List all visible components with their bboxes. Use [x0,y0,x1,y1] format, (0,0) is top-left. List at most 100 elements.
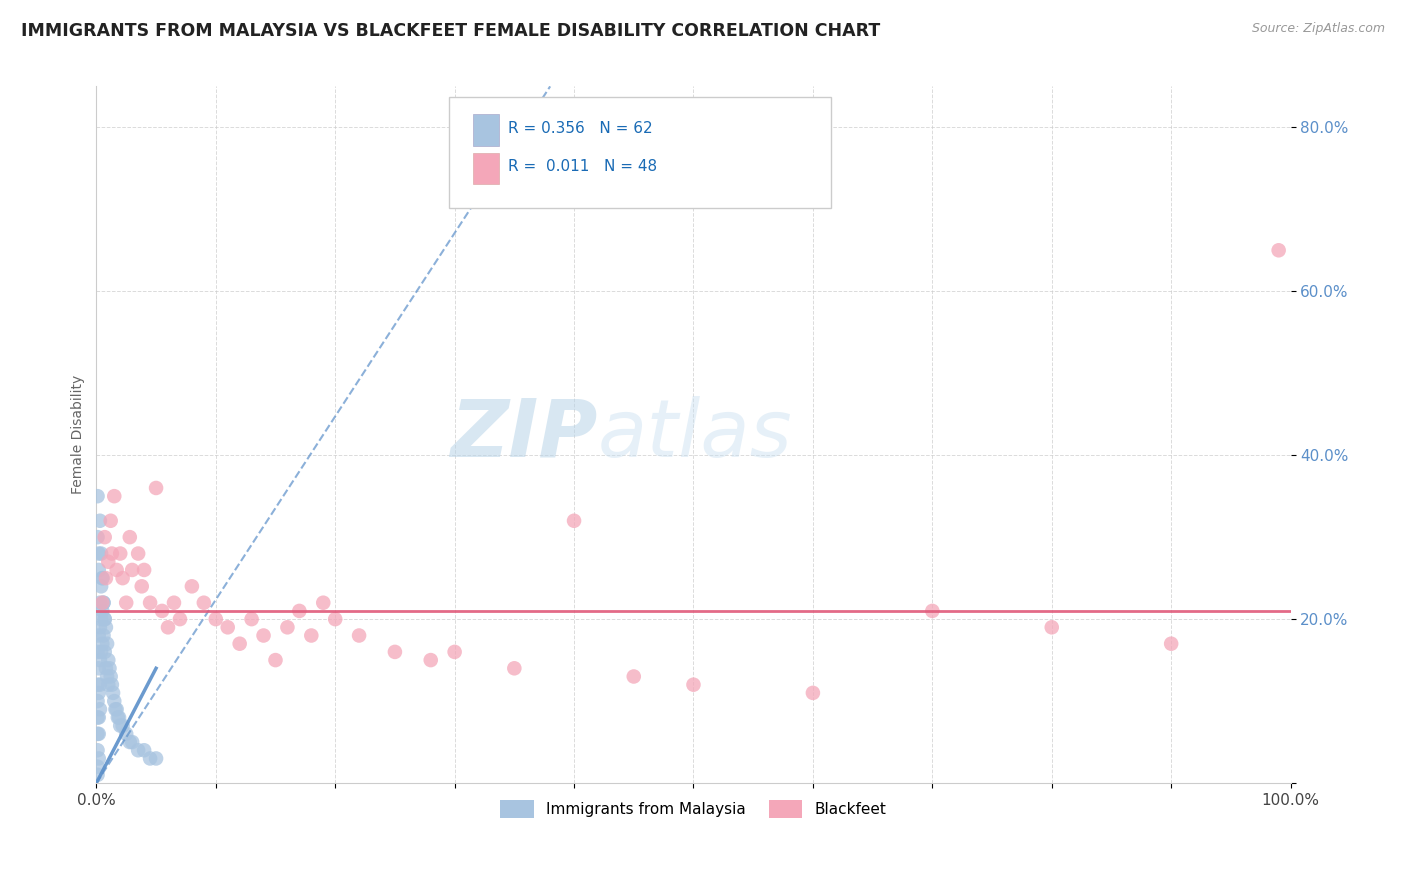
Point [107,710,129,724]
FancyBboxPatch shape [449,97,831,208]
Point [86,759,108,773]
Point [1267,244,1289,258]
Point [91,571,114,585]
Text: ZIP: ZIP [450,396,598,474]
Point [134,563,156,577]
Point [97,653,120,667]
Point [110,547,132,561]
Legend: Immigrants from Malaysia, Blackfeet: Immigrants from Malaysia, Blackfeet [495,794,893,824]
Point [127,743,149,757]
Point [89,514,111,528]
Text: R = 0.356   N = 62: R = 0.356 N = 62 [509,120,652,136]
Point [156,620,179,634]
Point [384,645,406,659]
Point [86,727,108,741]
Point [93,596,115,610]
Point [87,710,110,724]
Point [101,678,124,692]
Point [111,571,134,585]
Point [86,743,108,757]
Point [204,612,226,626]
Point [299,628,322,642]
Point [276,620,298,634]
Point [96,637,118,651]
Point [347,628,370,642]
Point [87,547,110,561]
Point [86,645,108,659]
Point [104,702,127,716]
Text: Source: ZipAtlas.com: Source: ZipAtlas.com [1251,22,1385,36]
Point [98,661,121,675]
Point [115,596,138,610]
Point [91,604,114,618]
Point [115,727,138,741]
Point [87,686,110,700]
Point [90,579,112,593]
Point [139,596,162,610]
Point [87,661,110,675]
Point [94,571,117,585]
Point [443,645,465,659]
Point [90,547,112,561]
Point [93,628,115,642]
Point [105,563,128,577]
Point [108,710,131,724]
Bar [472,153,499,184]
Point [145,481,167,495]
Point [89,653,111,667]
Point [105,702,128,716]
Text: R =  0.011   N = 48: R = 0.011 N = 48 [509,159,658,174]
Point [93,530,115,544]
Point [801,686,824,700]
Point [169,612,191,626]
Point [240,612,263,626]
Point [193,596,215,610]
Point [91,637,114,651]
Point [1160,637,1182,651]
Point [134,743,156,757]
Point [86,530,108,544]
Point [163,596,186,610]
Point [131,579,153,593]
Point [110,719,132,733]
Point [91,571,114,585]
Point [419,653,441,667]
Point [217,620,239,634]
Point [118,530,141,544]
Point [121,563,143,577]
Bar [472,114,499,145]
Point [111,719,134,733]
Point [100,669,122,683]
Point [180,579,202,593]
Point [121,735,143,749]
Text: atlas: atlas [598,396,793,474]
Point [91,596,114,610]
Point [93,645,115,659]
Point [96,669,118,683]
Point [145,751,167,765]
Point [100,514,122,528]
Point [86,710,108,724]
Point [94,661,117,675]
Text: IMMIGRANTS FROM MALAYSIA VS BLACKFEET FEMALE DISABILITY CORRELATION CHART: IMMIGRANTS FROM MALAYSIA VS BLACKFEET FE… [21,22,880,40]
Point [503,661,526,675]
Point [97,555,120,569]
Point [264,653,287,667]
Point [90,645,112,659]
Point [323,612,346,626]
Point [93,596,115,610]
Point [623,669,645,683]
Point [87,628,110,642]
Point [312,596,335,610]
Point [86,694,108,708]
Point [86,678,108,692]
Point [139,751,162,765]
Point [150,604,173,618]
Point [101,547,124,561]
Point [93,612,115,626]
Point [89,678,111,692]
Point [1040,620,1063,634]
Point [89,702,111,716]
Point [87,727,110,741]
Point [97,678,120,692]
